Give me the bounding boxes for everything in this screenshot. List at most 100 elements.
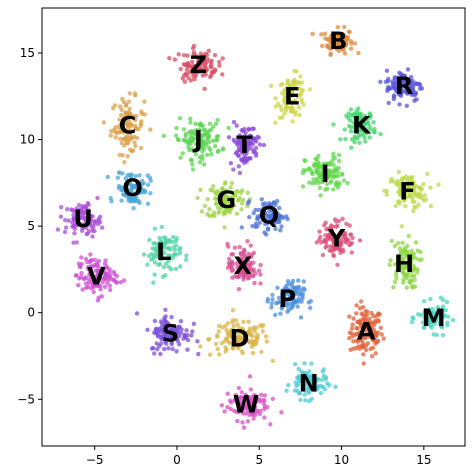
data-point: [428, 297, 432, 301]
data-point: [240, 225, 244, 229]
data-point: [189, 333, 193, 337]
data-point: [191, 167, 195, 171]
data-point: [92, 290, 96, 294]
data-point: [296, 304, 300, 308]
data-point: [182, 127, 186, 131]
cluster-label-e: E: [284, 82, 300, 110]
data-point: [333, 174, 337, 178]
data-point: [192, 44, 196, 48]
data-point: [250, 345, 254, 349]
data-point: [313, 162, 317, 166]
data-point: [281, 215, 285, 219]
data-point: [343, 127, 347, 131]
data-point: [215, 118, 219, 122]
data-point: [310, 32, 314, 36]
data-point: [386, 87, 390, 91]
data-point: [115, 274, 119, 278]
data-point: [276, 102, 280, 106]
data-point: [88, 252, 92, 256]
data-point: [151, 346, 155, 350]
data-point: [222, 225, 226, 229]
data-point: [273, 96, 277, 100]
data-point: [361, 352, 365, 356]
data-point: [393, 280, 397, 284]
data-point: [359, 311, 363, 315]
data-point: [349, 46, 353, 50]
data-point: [445, 323, 449, 327]
data-point: [140, 112, 144, 116]
cluster-label-m: M: [422, 304, 446, 332]
data-point: [337, 153, 341, 157]
data-point: [269, 305, 273, 309]
data-point: [429, 204, 433, 208]
data-point: [400, 241, 404, 245]
data-point: [284, 389, 288, 393]
data-point: [279, 224, 283, 228]
data-point: [253, 271, 257, 275]
cluster-label-h: H: [394, 250, 414, 278]
data-point: [237, 164, 241, 168]
data-point: [320, 378, 324, 382]
data-point: [350, 236, 354, 240]
data-point: [382, 336, 386, 340]
data-point: [228, 399, 232, 403]
data-point: [309, 168, 313, 172]
data-point: [220, 72, 224, 76]
data-point: [195, 196, 199, 200]
data-point: [441, 333, 445, 337]
data-point: [347, 124, 351, 128]
data-point: [63, 230, 67, 234]
data-point: [263, 405, 267, 409]
data-point: [215, 333, 219, 337]
data-point: [186, 142, 190, 146]
data-point: [222, 339, 226, 343]
data-point: [439, 296, 443, 300]
data-point: [161, 275, 165, 279]
data-point: [265, 299, 269, 303]
data-point: [252, 149, 256, 153]
data-point: [294, 69, 298, 73]
data-point: [178, 156, 182, 160]
data-point: [96, 298, 100, 302]
data-point: [112, 127, 116, 131]
data-point: [114, 135, 118, 139]
data-point: [153, 273, 157, 277]
data-point: [178, 264, 182, 268]
data-point: [160, 225, 164, 229]
data-point: [418, 87, 422, 91]
data-point: [413, 278, 417, 282]
data-point: [362, 361, 366, 365]
data-point: [301, 292, 305, 296]
data-point: [247, 215, 251, 219]
data-point: [209, 73, 213, 77]
data-point: [184, 72, 188, 76]
data-point: [346, 116, 350, 120]
data-point: [236, 198, 240, 202]
data-point: [79, 271, 83, 275]
data-point: [145, 263, 149, 267]
data-point: [207, 49, 211, 53]
data-point: [336, 181, 340, 185]
data-point: [428, 185, 432, 189]
data-point: [343, 137, 347, 141]
data-point: [231, 167, 235, 171]
data-point: [299, 315, 303, 319]
data-point: [358, 238, 362, 242]
data-point: [176, 138, 180, 142]
data-point: [82, 277, 86, 281]
data-point: [388, 258, 392, 262]
data-point: [293, 112, 297, 116]
data-point: [229, 161, 233, 165]
data-point: [378, 80, 382, 84]
data-point: [286, 279, 290, 283]
data-point: [368, 347, 372, 351]
x-tick-label: 5: [255, 453, 263, 467]
data-point: [148, 191, 152, 195]
data-point: [303, 398, 307, 402]
data-point: [240, 201, 244, 205]
data-point: [133, 93, 137, 97]
data-point: [206, 197, 210, 201]
cluster-label-z: Z: [190, 51, 207, 79]
data-point: [374, 351, 378, 355]
